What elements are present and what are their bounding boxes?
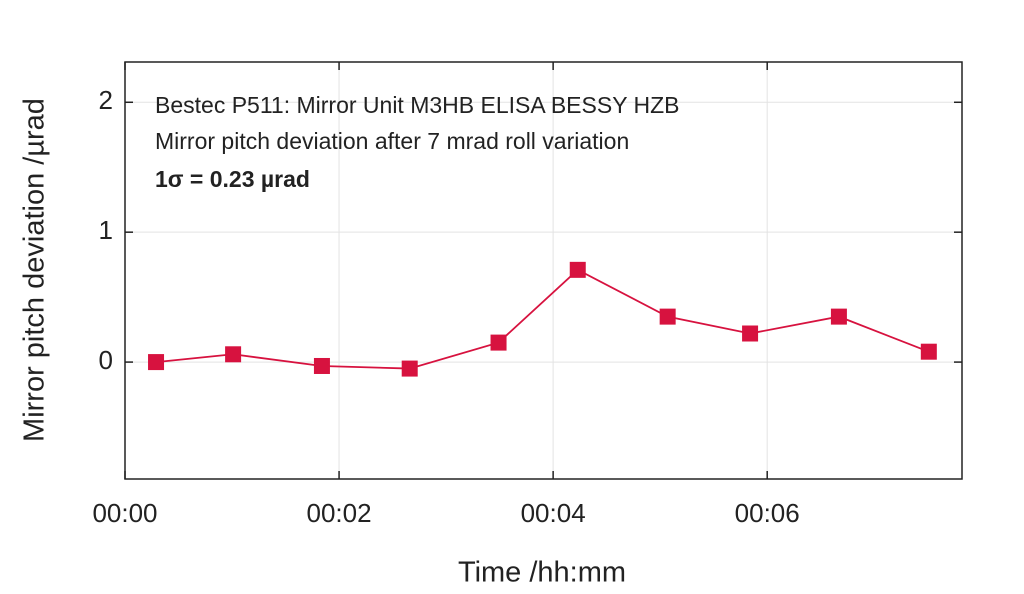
data-point xyxy=(569,261,586,278)
annotation: Bestec P511: Mirror Unit M3HB ELISA BESS… xyxy=(155,92,680,118)
data-point xyxy=(659,308,676,325)
data-point xyxy=(225,346,242,363)
data-point xyxy=(830,308,847,325)
data-point xyxy=(490,334,507,351)
y-tick-label: 2 xyxy=(99,85,113,115)
annotation: Mirror pitch deviation after 7 mrad roll… xyxy=(155,128,629,154)
x-tick-label: 00:04 xyxy=(521,498,586,528)
x-tick-label: 00:06 xyxy=(735,498,800,528)
annotation: 1σ = 0.23 µrad xyxy=(155,166,310,192)
data-point xyxy=(742,325,759,342)
data-point xyxy=(920,343,937,360)
data-point xyxy=(401,360,418,377)
plot-frame xyxy=(124,61,963,480)
data-point xyxy=(148,354,165,371)
x-tick-label: 00:00 xyxy=(92,498,157,528)
y-tick-label: 0 xyxy=(99,345,113,375)
x-axis-label: Time /hh:mm xyxy=(458,557,626,589)
y-axis-label: Mirror pitch deviation /µrad xyxy=(19,98,51,442)
y-tick-label: 1 xyxy=(99,215,113,245)
series-line xyxy=(155,268,930,370)
x-tick-label: 00:02 xyxy=(307,498,372,528)
data-point xyxy=(313,357,330,374)
